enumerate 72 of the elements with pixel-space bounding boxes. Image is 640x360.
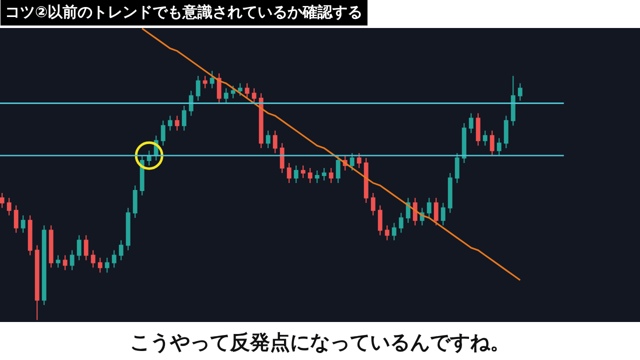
candlestick [76, 234, 82, 261]
candlestick [462, 122, 466, 164]
candlestick [314, 170, 320, 184]
candlestick [160, 120, 166, 146]
candlestick [496, 138, 502, 156]
candlestick [56, 254, 60, 268]
candlestick [258, 92, 264, 149]
candlestick [126, 207, 130, 251]
candlestick [14, 204, 18, 234]
candlestick [216, 72, 222, 104]
candlestick [238, 82, 242, 96]
candlestick [272, 130, 278, 154]
candlestick [504, 115, 508, 149]
candlestick [20, 214, 26, 234]
candlestick [294, 165, 298, 184]
candlestick [412, 197, 418, 226]
candlestick [440, 202, 446, 226]
candlestick [196, 75, 200, 102]
candlestick [90, 250, 96, 268]
candlestick [62, 254, 68, 271]
candlestick [398, 212, 404, 234]
candlestick [6, 197, 12, 216]
candlestick [252, 88, 256, 104]
candlestick [364, 158, 368, 204]
candlestick [510, 75, 516, 126]
candlestick [322, 168, 326, 181]
candlestick [168, 115, 172, 132]
candlestick [356, 152, 362, 169]
candlestick [328, 168, 334, 184]
candlestick [104, 257, 110, 274]
candlestick [370, 192, 376, 216]
candlestick [518, 82, 522, 102]
candlestick [482, 130, 488, 146]
chart-title: コツ②以前のトレンドでも意識されているか確認する [5, 3, 363, 21]
candlestick [28, 214, 32, 256]
candlestick [224, 88, 228, 104]
candlestick [42, 224, 46, 306]
candlestick [182, 105, 186, 132]
candlestick [426, 197, 432, 218]
candlestick [188, 90, 194, 116]
candlestick [118, 240, 124, 261]
candlestick [266, 130, 270, 149]
candlestick [490, 130, 494, 156]
candlestick [468, 112, 474, 134]
candlestick [350, 152, 354, 172]
candlestick [300, 165, 306, 178]
candlestick [112, 250, 116, 268]
candlestick [48, 224, 54, 268]
candlestick [434, 197, 438, 226]
candlestick [280, 142, 284, 174]
candlestick [230, 85, 236, 99]
text: こうやって反発点になっているんですね。 [130, 330, 510, 354]
candlestick [378, 204, 382, 236]
candlestick [244, 82, 250, 99]
candlestick [286, 162, 292, 184]
candlestick [98, 257, 102, 274]
candlestick [308, 168, 312, 184]
candlestick [384, 224, 390, 241]
candlestick [84, 234, 88, 261]
candlestick [392, 222, 396, 241]
candlestick [454, 152, 460, 184]
candlestick [336, 155, 340, 184]
candlestick [0, 192, 4, 208]
candlestick [476, 112, 480, 146]
candlestick [202, 75, 208, 89]
candlestick [70, 250, 74, 271]
candlestick [140, 155, 144, 196]
candlestick [210, 70, 214, 89]
candlestick [174, 115, 180, 132]
candlestick [448, 172, 452, 214]
candlestick [34, 244, 40, 321]
candlestick [132, 184, 138, 218]
